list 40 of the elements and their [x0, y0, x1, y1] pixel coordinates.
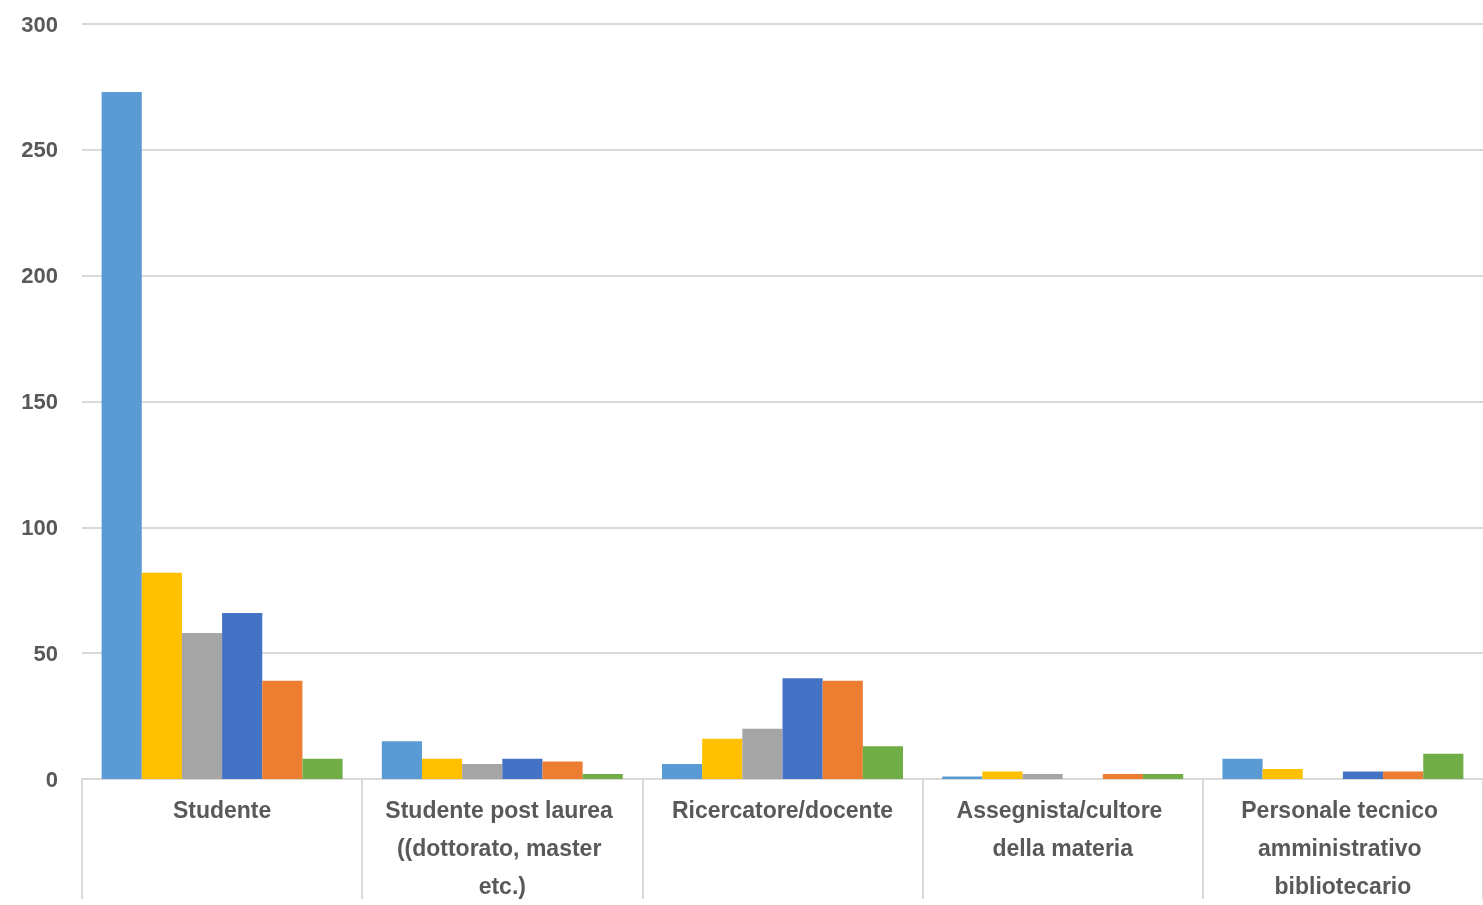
bar — [982, 771, 1023, 779]
bar — [1143, 773, 1184, 779]
bar — [1423, 753, 1464, 779]
bar — [942, 776, 983, 779]
x-tick-label: Studente post laurea ((dottorato, master etc.) — [385, 797, 620, 899]
bar — [381, 741, 422, 779]
bar — [1022, 773, 1063, 779]
bar — [181, 633, 223, 779]
bar — [222, 612, 263, 779]
bar — [862, 746, 903, 779]
bar — [262, 680, 303, 779]
x-tick-label: Assegnista/cultore della materia — [956, 797, 1169, 861]
bar — [662, 763, 703, 779]
bar — [542, 761, 583, 779]
bar — [822, 680, 863, 779]
bar — [782, 678, 823, 779]
bar — [1222, 758, 1263, 779]
y-tick-label: 250 — [21, 137, 58, 163]
bar — [1383, 771, 1424, 779]
y-tick-label: 0 — [45, 766, 58, 792]
y-tick-label: 200 — [21, 263, 58, 289]
bar — [1342, 771, 1384, 779]
bar — [141, 572, 182, 779]
x-tick-label: Personale tecnico amministrativo bibliotecario — [1241, 797, 1445, 899]
y-tick-label: 50 — [33, 640, 58, 666]
bar — [1262, 768, 1303, 779]
bar — [421, 758, 463, 779]
bar — [462, 763, 503, 779]
y-tick-label: 300 — [21, 11, 58, 37]
bar — [1102, 773, 1144, 779]
bar — [742, 728, 783, 779]
y-tick-label: 150 — [21, 389, 58, 414]
bar — [702, 738, 743, 779]
bar — [502, 758, 543, 779]
y-tick-label: 100 — [21, 514, 58, 540]
bar — [302, 758, 343, 779]
bar — [101, 91, 142, 779]
x-tick-label: Ricercatore/docente — [671, 797, 894, 823]
x-tick-label: Studente — [172, 797, 272, 823]
bar — [582, 773, 623, 779]
